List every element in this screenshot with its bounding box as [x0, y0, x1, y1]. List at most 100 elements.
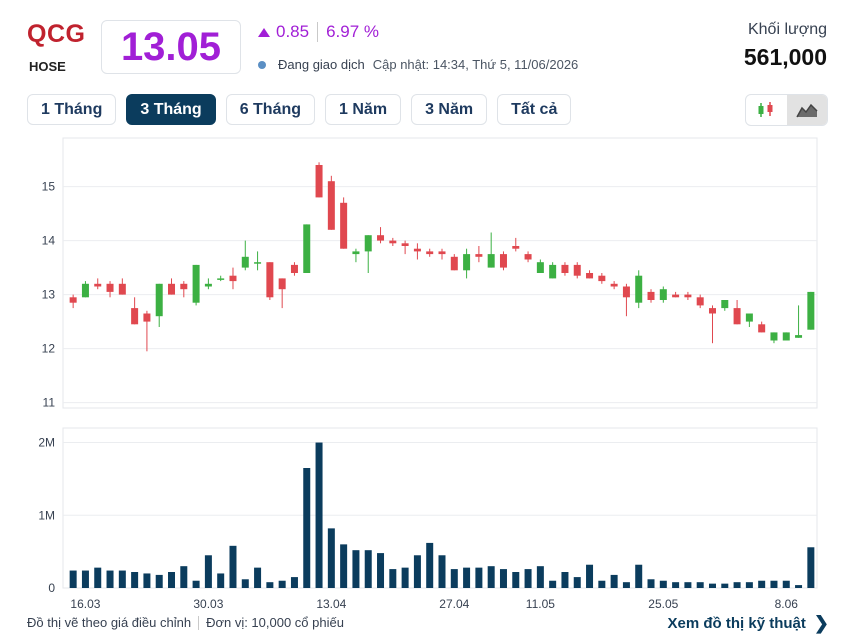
- change-value: 0.85: [276, 22, 310, 41]
- candle-body: [327, 181, 335, 230]
- status-text: Đang giao dịch: [278, 57, 365, 72]
- candle-body: [561, 264, 569, 273]
- candle-body: [475, 254, 483, 257]
- volume-bar: [241, 579, 249, 588]
- candle-body: [303, 224, 311, 273]
- candle-body: [180, 283, 188, 290]
- candle-body: [598, 275, 606, 282]
- tab-3-months[interactable]: 3 Tháng: [126, 94, 216, 125]
- date-tick-label: 8.06: [775, 597, 799, 611]
- candle-body: [622, 286, 630, 298]
- volume-bar: [81, 570, 89, 588]
- date-tick-label: 16.03: [70, 597, 100, 611]
- candle-body: [536, 262, 544, 273]
- volume-bar: [745, 582, 753, 588]
- volume-bar: [463, 567, 471, 588]
- volume-bar: [573, 577, 581, 588]
- unit-note: Đơn vị: 10,000 cổ phiếu: [206, 615, 344, 630]
- price-change: 0.85 6.97 %: [258, 22, 379, 42]
- chart-type-toggle: [745, 94, 828, 126]
- volume-bar: [782, 580, 790, 588]
- volume-bar: [327, 528, 335, 588]
- candle-body: [573, 264, 581, 276]
- volume-bar: [622, 582, 630, 588]
- volume-bar: [708, 583, 716, 588]
- candle-body: [340, 202, 348, 249]
- technical-chart-link[interactable]: Xem đồ thị kỹ thuật ❯: [668, 613, 829, 634]
- volume-bar: [475, 567, 483, 588]
- candle-body: [377, 235, 385, 241]
- candlestick-button[interactable]: [746, 95, 787, 125]
- volume-bar: [229, 545, 237, 588]
- volume-bar: [647, 579, 655, 588]
- date-tick-label: 25.05: [648, 597, 678, 611]
- candle-body: [512, 246, 520, 249]
- chevron-right-icon: ❯: [813, 613, 829, 633]
- candle-body: [450, 256, 458, 271]
- volume-bar: [217, 573, 225, 588]
- volume-bar: [278, 580, 286, 588]
- volume-bar: [524, 569, 532, 588]
- volume-bar: [69, 570, 77, 588]
- volume-bar: [315, 442, 323, 588]
- candle-body: [684, 294, 692, 298]
- volume-bar: [168, 572, 176, 588]
- date-tick-label: 13.04: [316, 597, 346, 611]
- candle-body: [782, 332, 790, 341]
- candle-body: [672, 294, 680, 298]
- candle-body: [401, 243, 409, 246]
- candle-body: [647, 291, 655, 300]
- volume-bar: [155, 574, 163, 588]
- area-chart-icon: [796, 103, 818, 118]
- volume-value: 561,000: [743, 44, 827, 70]
- candle-body: [352, 251, 360, 255]
- candle-body: [696, 297, 704, 306]
- tab-1-month[interactable]: 1 Tháng: [27, 94, 117, 125]
- candle-body: [807, 291, 815, 330]
- volume-bar: [450, 569, 458, 588]
- volume-bar: [586, 564, 594, 588]
- divider: [198, 615, 200, 630]
- candle-body: [106, 283, 114, 292]
- volume-bar: [561, 572, 569, 588]
- tab-6-months[interactable]: 6 Tháng: [225, 94, 316, 125]
- volume-bar: [696, 582, 704, 588]
- volume-tick-label: 2M: [38, 436, 55, 450]
- volume-bar: [721, 583, 729, 588]
- price-tick-label: 14: [42, 234, 56, 248]
- area-chart-button[interactable]: [786, 95, 827, 125]
- price-tick-label: 11: [43, 396, 56, 410]
- price-tick-label: 15: [42, 180, 56, 194]
- candle-body: [413, 248, 421, 252]
- candle-body: [315, 165, 323, 198]
- volume-bar: [106, 570, 114, 588]
- candle-body: [81, 283, 89, 298]
- candle-body: [426, 251, 434, 255]
- tab-1-year[interactable]: 1 Năm: [325, 94, 402, 125]
- volume-bar: [290, 577, 298, 588]
- volume-bar: [672, 582, 680, 588]
- candle-body: [745, 313, 753, 322]
- tab-3-years[interactable]: 3 Năm: [411, 94, 488, 125]
- volume-bar: [512, 572, 520, 588]
- volume-bar: [684, 582, 692, 588]
- candle-body: [487, 254, 495, 268]
- candle-body: [549, 264, 557, 279]
- volume-bar: [758, 580, 766, 588]
- date-tick-label: 11.05: [526, 597, 555, 611]
- volume-bar: [389, 569, 397, 588]
- tab-all[interactable]: Tất cả: [497, 94, 572, 125]
- volume-tick-label: 1M: [38, 508, 55, 522]
- up-triangle-icon: [258, 27, 270, 37]
- candle-body: [708, 308, 716, 314]
- volume-bar: [549, 580, 557, 588]
- volume-bar: [795, 585, 803, 588]
- technical-chart-link-label: Xem đồ thị kỹ thuật: [667, 615, 806, 632]
- price-tick-label: 13: [42, 288, 56, 302]
- ticker-symbol: QCG: [27, 20, 86, 48]
- volume-bar: [733, 582, 741, 588]
- candle-body: [290, 264, 298, 273]
- candle-body: [770, 332, 778, 341]
- volume-bar: [377, 553, 385, 588]
